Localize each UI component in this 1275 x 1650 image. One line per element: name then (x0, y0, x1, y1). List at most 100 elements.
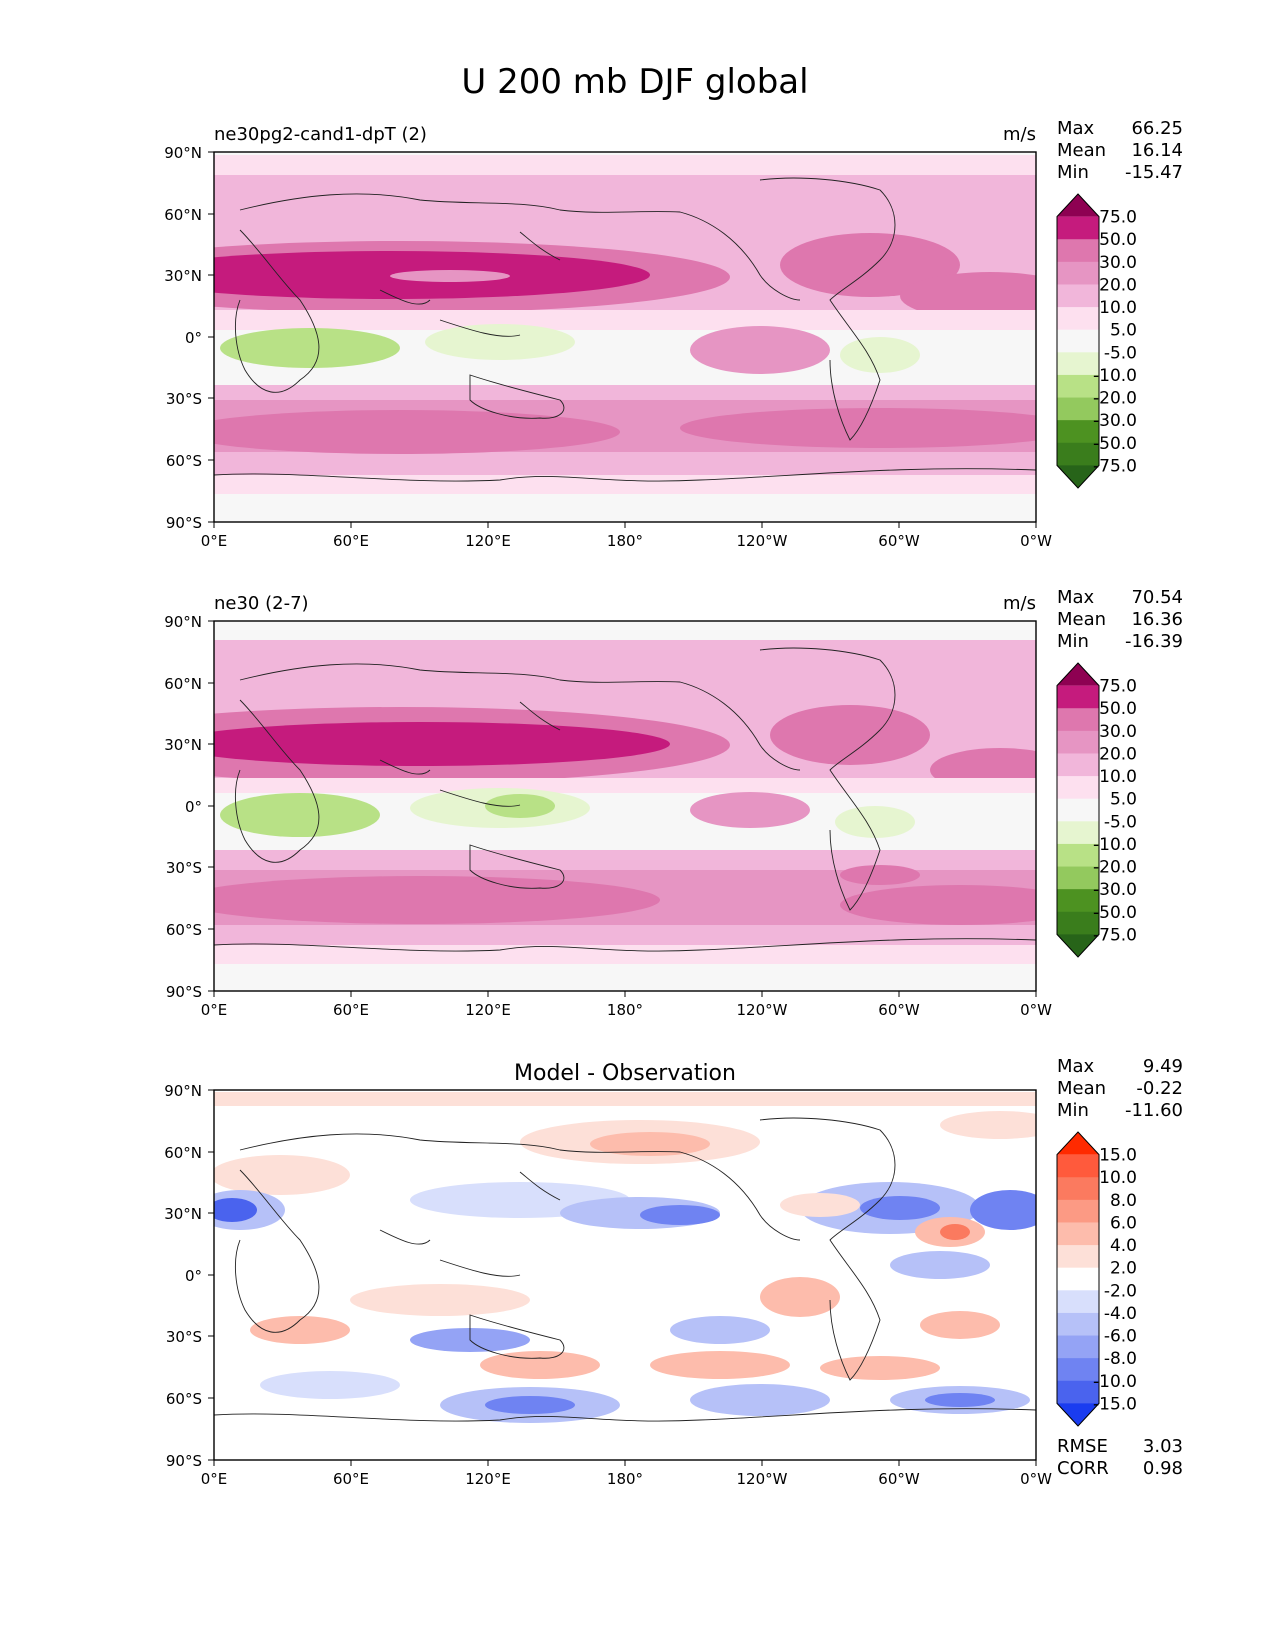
colorbar-swatch (1057, 1199, 1099, 1223)
lon-tick-label: 120°W (737, 1001, 788, 1019)
colorbar-swatch (1057, 1177, 1099, 1201)
lat-tick-label: 90°N (164, 613, 202, 631)
lat-tick-label: 60°S (166, 921, 202, 939)
stat-value: -0.22 (1136, 1078, 1183, 1099)
colorbar-swatch (1057, 753, 1099, 777)
colorbar-reference: 75.050.0 30.020.0 10.0 5.0-5.0 -10.0 -20.0-30… (1056, 662, 1137, 958)
stat-value: 66.25 (1131, 118, 1183, 139)
lon-tick-label: 0°E (201, 1470, 228, 1488)
colorbar-swatch (1057, 442, 1099, 466)
map-field-test (214, 152, 1036, 522)
rmse-value: 3.03 (1143, 1436, 1183, 1457)
panel-units: m/s (1003, 593, 1036, 614)
panel-difference: 90°N 60°N 30°N 0° 30°S 60°S 90°S 0°E 60°… (164, 1056, 1183, 1488)
lon-tick-label: 120°E (465, 532, 511, 550)
colorbar-swatch (1057, 1380, 1099, 1404)
lat-tick-label: 0° (185, 798, 202, 816)
stat-value: 16.36 (1131, 609, 1183, 630)
lon-tick-label: 60°W (878, 532, 920, 550)
colorbar-tick-label: -50.0 (1093, 434, 1137, 454)
colorbar-swatch (1057, 889, 1099, 913)
lon-tick-label: 120°W (737, 532, 788, 550)
colorbar-outline (1056, 662, 1100, 958)
colorbar-tick-label: -75.0 (1093, 925, 1137, 945)
colorbar-swatch (1057, 1245, 1099, 1269)
colorbar-tick-label: 6.0 (1110, 1213, 1137, 1233)
colorbar-tick-label: -10.0 (1093, 366, 1137, 386)
colorbar-swatch (1057, 1403, 1099, 1426)
colorbar-tick-label: 50.0 (1099, 230, 1137, 250)
lon-tick-label: 120°E (465, 1470, 511, 1488)
colorbar-tick-label: 15.0 (1099, 1146, 1137, 1166)
corr-value: 0.98 (1143, 1458, 1183, 1479)
panel-reference: 90°N 60°N 30°N 0° 30°S 60°S 90°S 0°E 60°… (164, 587, 1183, 1019)
colorbar-tick-label: 30.0 (1099, 253, 1137, 273)
colorbar-swatch (1057, 261, 1099, 285)
colorbar-tick-label: -10.0 (1093, 1372, 1137, 1392)
colorbar-tick-label: 5.0 (1110, 790, 1137, 810)
lon-tick-label: 120°W (737, 1470, 788, 1488)
stat-label: Max (1057, 118, 1095, 139)
panel-test: 90°N 60°N 30°N 0° 30°S 60°S 90°S 0°E 60°… (164, 118, 1183, 550)
lon-tick-label: 0°W (1020, 1001, 1052, 1019)
lat-tick-label: 90°S (166, 1452, 202, 1470)
coastlines-difference (214, 1117, 1036, 1422)
colorbar-test: 75.050.0 30.020.0 10.0 5.0-5.0 -10.0 -20.0-30… (1056, 193, 1137, 489)
lat-tick-label: 0° (185, 1267, 202, 1285)
colorbar-swatch (1057, 374, 1099, 399)
stat-value: 70.54 (1131, 587, 1183, 608)
colorbar-tick-label: 10.0 (1099, 767, 1137, 787)
stat-label: Min (1057, 1100, 1089, 1121)
colorbar-swatch (1057, 329, 1099, 353)
coastlines-test (214, 177, 1036, 482)
lon-tick-label: 0°W (1020, 1470, 1052, 1488)
lon-tick-label: 0°W (1020, 532, 1052, 550)
stat-value: -11.60 (1125, 1100, 1183, 1121)
colorbar-tick-label: 50.0 (1099, 699, 1137, 719)
stat-value: 16.14 (1131, 140, 1183, 161)
colorbar-swatch (1057, 420, 1099, 444)
colorbar-tick-label: 20.0 (1099, 744, 1137, 764)
lon-tick-label: 180° (607, 1001, 643, 1019)
colorbar-tick-label: 5.0 (1110, 321, 1137, 341)
colorbar-tick-label: -10.0 (1093, 835, 1137, 855)
colorbar-outline (1056, 193, 1100, 489)
rmse-label: RMSE (1057, 1436, 1108, 1457)
colorbar-swatch (1057, 1290, 1099, 1314)
lat-tick-label: 30°N (164, 736, 202, 754)
colorbar-swatch (1057, 821, 1099, 845)
lat-tick-label: 90°N (164, 144, 202, 162)
colorbar-swatch (1057, 708, 1099, 732)
colorbar-tick-label: 20.0 (1099, 275, 1137, 295)
colorbar-swatch (1057, 663, 1099, 686)
stat-value: 9.49 (1143, 1056, 1183, 1077)
map-field-reference (214, 621, 1036, 991)
lon-tick-label: 120°E (465, 1001, 511, 1019)
lon-tick-label: 180° (607, 532, 643, 550)
colorbar-tick-label: 2.0 (1110, 1259, 1137, 1279)
stat-value: -16.39 (1125, 631, 1183, 652)
colorbar-swatch (1057, 776, 1099, 800)
lat-tick-label: 60°S (166, 452, 202, 470)
colorbar-tick-label: -8.0 (1104, 1349, 1137, 1369)
colorbar-tick-label: -20.0 (1093, 858, 1137, 878)
colorbar-swatch (1057, 730, 1099, 754)
lat-tick-label: 90°S (166, 514, 202, 532)
colorbar-swatch (1057, 798, 1099, 822)
colorbar-swatch (1057, 911, 1099, 935)
lat-tick-label: 0° (185, 329, 202, 347)
colorbar-tick-label: -30.0 (1093, 880, 1137, 900)
colorbar-swatch (1057, 194, 1099, 217)
colorbar-tick-label: -75.0 (1093, 456, 1137, 476)
lon-tick-label: 0°E (201, 1001, 228, 1019)
stat-label: Mean (1057, 1078, 1106, 1099)
stat-value: -15.47 (1125, 162, 1183, 183)
colorbar-tick-label: 4.0 (1110, 1236, 1137, 1256)
colorbar-outline (1056, 1131, 1100, 1427)
colorbar-swatch (1057, 685, 1099, 709)
colorbar-tick-label: -6.0 (1104, 1327, 1137, 1347)
colorbar-swatch (1057, 1358, 1099, 1382)
colorbar-swatch (1057, 1312, 1099, 1337)
lat-ticks-test (208, 151, 214, 523)
